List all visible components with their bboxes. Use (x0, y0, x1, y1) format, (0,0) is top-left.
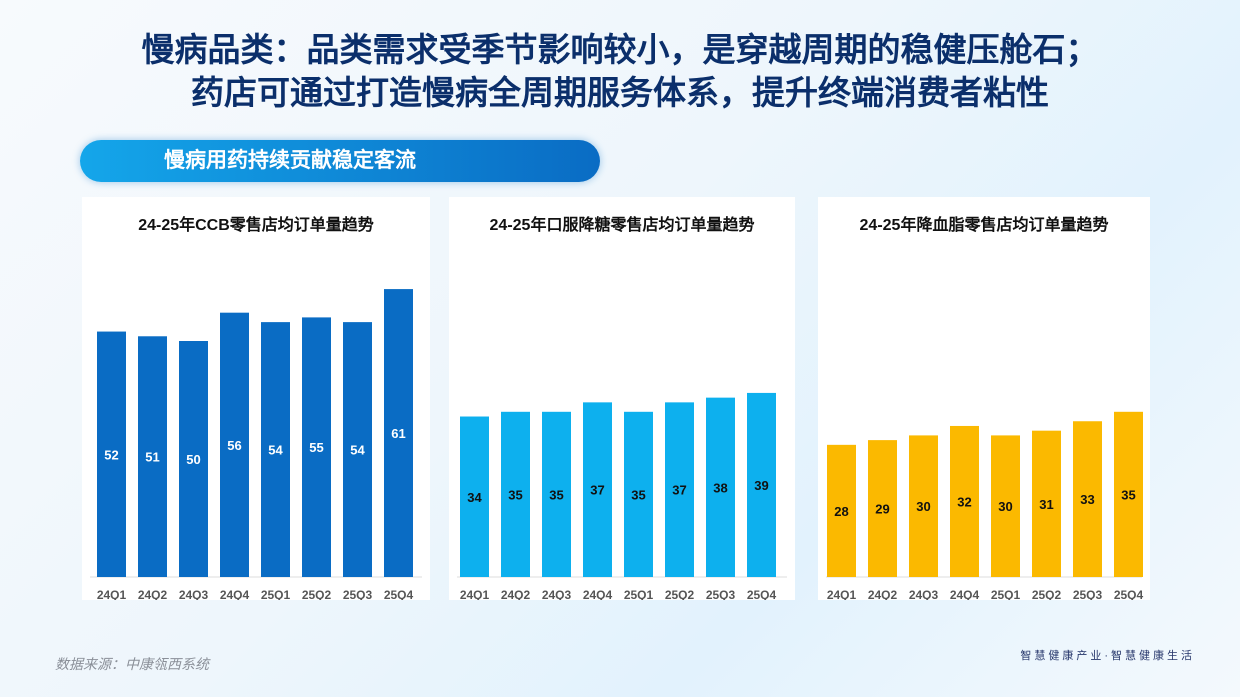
x-tick-label: 25Q4 (747, 588, 777, 600)
data-label: 56 (227, 438, 241, 453)
x-tick-label: 24Q3 (542, 588, 572, 600)
x-tick-label: 24Q3 (179, 588, 209, 600)
x-tick-label: 25Q3 (1073, 588, 1103, 600)
x-tick-label: 25Q4 (1114, 588, 1144, 600)
bar-25Q2 (302, 317, 331, 577)
data-label: 54 (350, 443, 365, 458)
slogan: 智慧健康产业·智慧健康生活 (1020, 650, 1195, 662)
chart-panel-ccb: 24-25年CCB零售店均订单量趋势 52 24Q1 51 24Q2 50 24Q3 56 2… (82, 197, 430, 600)
bar-24Q2 (501, 411, 530, 577)
bar-chart: 34 24Q1 35 24Q2 35 24Q3 37 24Q4 35 25Q1 37 25Q2 38 25… (457, 392, 787, 600)
data-source: 数据来源：中康瓴西系统 (55, 656, 209, 672)
data-label: 32 (957, 494, 971, 509)
chart-title: 24-25年口服降糖零售店均订单量趋势 (489, 217, 755, 234)
bar-25Q3 (343, 322, 372, 577)
x-tick-label: 25Q2 (665, 588, 695, 600)
bar-25Q3 (706, 397, 735, 577)
x-tick-label: 24Q4 (950, 588, 980, 600)
bar-24Q1 (460, 416, 489, 577)
x-tick-label: 25Q2 (302, 588, 332, 600)
x-tick-label: 25Q4 (384, 588, 414, 600)
x-tick-label: 24Q2 (501, 588, 531, 600)
data-label: 35 (549, 487, 563, 502)
bar-25Q2 (665, 402, 694, 577)
x-tick-label: 25Q2 (1032, 588, 1062, 600)
data-label: 34 (467, 490, 482, 505)
bar-25Q1 (624, 411, 653, 577)
data-label: 35 (508, 487, 522, 502)
data-label: 39 (754, 478, 768, 493)
x-tick-label: 25Q3 (343, 588, 373, 600)
x-tick-label: 24Q1 (827, 588, 857, 600)
bar-25Q4 (1114, 411, 1143, 577)
bar-25Q1 (991, 435, 1020, 577)
data-label: 30 (998, 499, 1012, 514)
data-label: 50 (186, 452, 200, 467)
data-label: 28 (834, 504, 848, 519)
data-label: 54 (268, 443, 283, 458)
bar-chart: 28 24Q1 29 24Q2 30 24Q3 32 24Q4 30 25Q1 31 25Q2 33 25… (826, 411, 1144, 600)
data-label: 38 (713, 480, 727, 495)
bar-24Q1 (827, 444, 856, 577)
bar-25Q1 (261, 322, 290, 577)
x-tick-label: 25Q1 (991, 588, 1021, 600)
section-label: 慢病用药持续贡献稳定客流 (80, 140, 600, 182)
data-label: 51 (145, 450, 159, 465)
x-tick-label: 24Q1 (460, 588, 490, 600)
x-tick-label: 25Q1 (624, 588, 654, 600)
data-label: 37 (590, 483, 604, 498)
data-label: 31 (1039, 497, 1053, 512)
data-label: 35 (631, 487, 645, 502)
bar-24Q4 (950, 425, 979, 577)
data-label: 37 (672, 483, 686, 498)
x-tick-label: 24Q4 (583, 588, 613, 600)
headline-line-1: 慢病品类：品类需求受季节影响较小，是穿越周期的稳健压舱石； (141, 31, 1099, 68)
bar-24Q3 (179, 341, 208, 577)
x-tick-label: 24Q3 (909, 588, 939, 600)
chart-panel-lipid-lowering: 24-25年降血脂零售店均订单量趋势 28 24Q1 29 24Q2 30 24Q3 32 2… (818, 197, 1150, 600)
bar-25Q4 (747, 392, 776, 577)
x-tick-label: 24Q2 (868, 588, 898, 600)
x-tick-label: 24Q1 (97, 588, 127, 600)
data-label: 35 (1121, 487, 1135, 502)
bar-25Q4 (384, 289, 413, 577)
bar-24Q2 (868, 440, 897, 577)
x-tick-label: 24Q2 (138, 588, 168, 600)
chart-panel-oral-hypoglycemic: 24-25年口服降糖零售店均订单量趋势 34 24Q1 35 24Q2 35 24Q3 37… (449, 197, 795, 600)
x-tick-label: 24Q4 (220, 588, 250, 600)
data-label: 61 (391, 426, 405, 441)
bar-24Q4 (220, 312, 249, 577)
data-label: 52 (104, 447, 118, 462)
bar-25Q2 (1032, 430, 1061, 577)
bar-24Q3 (909, 435, 938, 577)
data-label: 33 (1080, 492, 1094, 507)
chart-title: 24-25年CCB零售店均订单量趋势 (138, 217, 374, 234)
data-label: 29 (875, 502, 889, 517)
data-label: 30 (916, 499, 930, 514)
bar-24Q3 (542, 411, 571, 577)
bar-24Q4 (583, 402, 612, 577)
chart-title: 24-25年降血脂零售店均订单量趋势 (859, 217, 1109, 234)
bar-25Q3 (1073, 421, 1102, 577)
x-tick-label: 25Q1 (261, 588, 291, 600)
headline-line-2: 药店可通过打造慢病全周期服务体系，提升终端消费者粘性 (191, 74, 1049, 111)
x-tick-label: 25Q3 (706, 588, 736, 600)
data-label: 55 (309, 440, 323, 455)
bar-chart: 52 24Q1 51 24Q2 50 24Q3 56 24Q4 54 25Q1 55 25Q2 54 25… (90, 289, 422, 600)
bar-24Q1 (97, 331, 126, 577)
bar-24Q2 (138, 336, 167, 577)
